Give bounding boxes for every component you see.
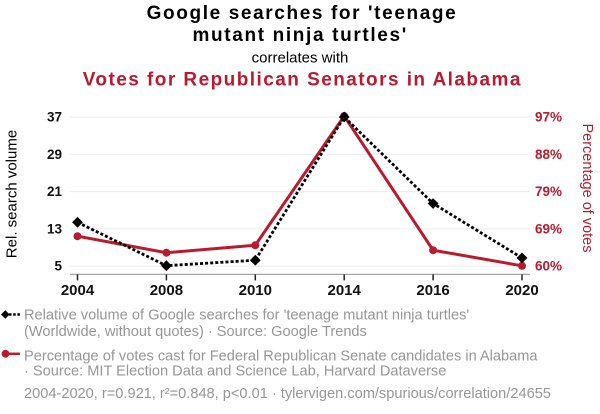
svg-text:2004-2020, r=0.921, r²=0.848,: 2004-2020, r=0.921, r²=0.848, p<0.01 · t… [24,386,551,402]
svg-text:29: 29 [47,147,62,162]
svg-text:2014: 2014 [328,282,362,299]
svg-text:Rel. search volume: Rel. search volume [4,130,21,258]
svg-text:2004: 2004 [61,282,95,299]
svg-text:(Worldwide, without quotes) ·: (Worldwide, without quotes) · Source: Go… [24,324,367,340]
svg-text:Percentage of votes: Percentage of votes [579,124,595,253]
svg-text:2016: 2016 [416,282,449,299]
svg-text:· Source: MIT Election Data an: · Source: MIT Election Data and Science … [24,364,446,380]
svg-text:97%: 97% [535,110,562,125]
svg-text:37: 37 [47,110,62,125]
svg-text:88%: 88% [535,147,562,162]
svg-text:Google searches for 'teenage: Google searches for 'teenage [147,3,458,24]
svg-text:mutant ninja turtles': mutant ninja turtles' [192,25,407,46]
svg-text:13: 13 [47,221,63,236]
svg-text:2010: 2010 [239,282,272,299]
svg-text:2008: 2008 [150,282,183,299]
svg-text:correlates with: correlates with [252,49,349,66]
svg-text:2020: 2020 [505,282,538,299]
svg-text:Relative volume of Google sear: Relative volume of Google searches for '… [24,308,469,324]
svg-text:21: 21 [47,184,63,199]
svg-text:69%: 69% [535,221,562,236]
svg-text:79%: 79% [535,184,562,199]
svg-text:Percentage of votes cast for F: Percentage of votes cast for Federal Rep… [24,349,538,365]
svg-text:5: 5 [54,259,62,274]
svg-text:Votes for Republican Senators: Votes for Republican Senators in Alabama [83,70,522,91]
svg-text:60%: 60% [535,259,562,274]
